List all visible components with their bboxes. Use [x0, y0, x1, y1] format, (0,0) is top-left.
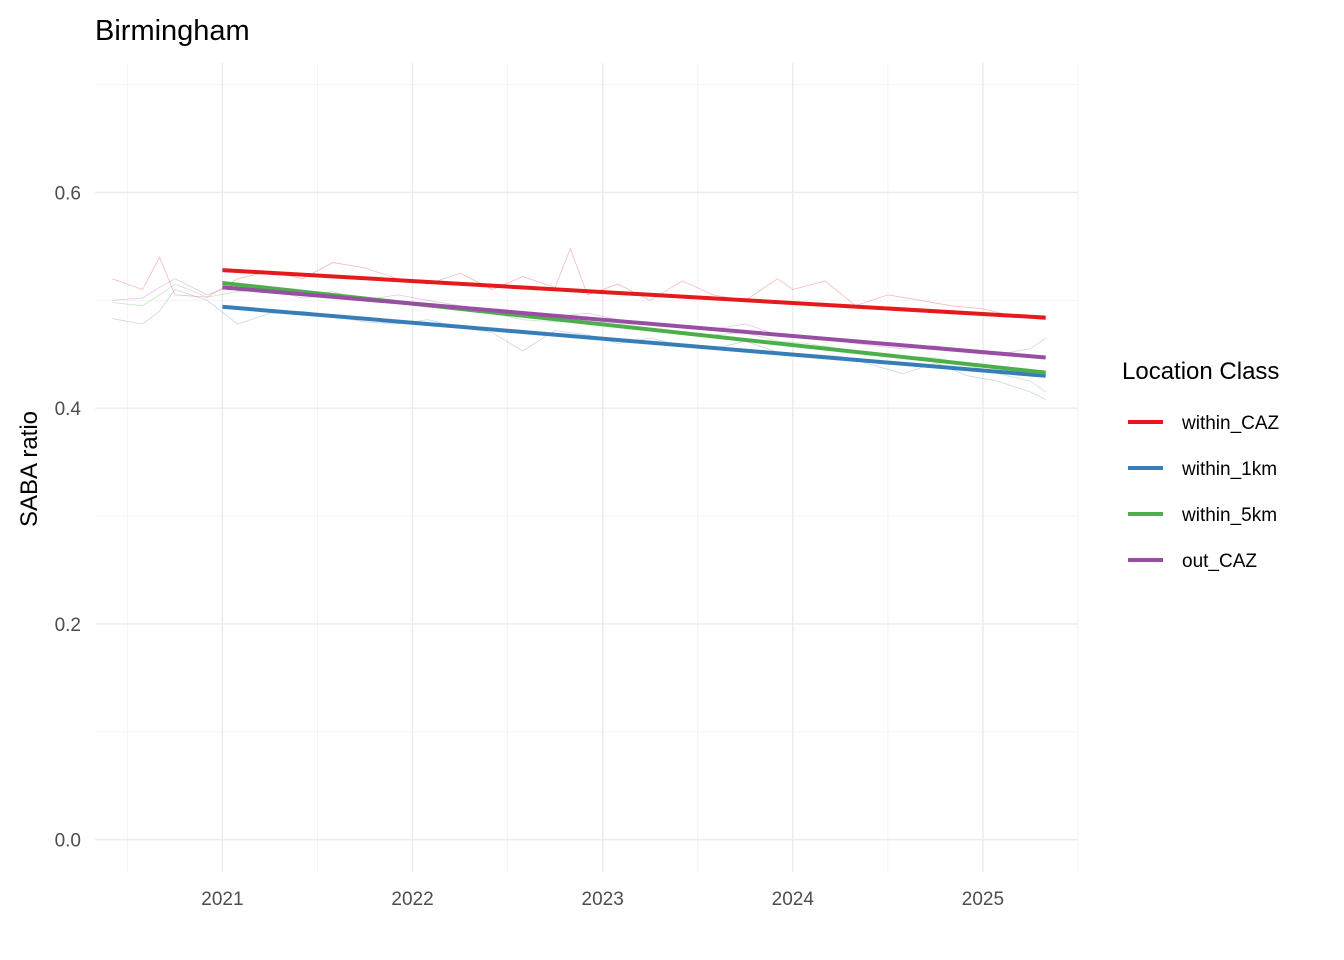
x-tick-label: 2023	[582, 889, 624, 910]
legend: Location Class within_CAZwithin_1kmwithi…	[1122, 358, 1280, 572]
trend-lines	[222, 268, 1046, 378]
x-tick-label: 2022	[391, 889, 433, 910]
legend-title: Location Class	[1122, 358, 1279, 385]
y-tick-label: 0.2	[55, 615, 81, 636]
raw-line-within_1km	[112, 289, 1046, 400]
y-axis-ticks: 0.0 0.2 0.4 0.6	[55, 183, 82, 851]
trend-line-within_1km	[222, 304, 1046, 378]
x-tick-label: 2025	[962, 889, 1004, 910]
legend-label-out_CAZ: out_CAZ	[1182, 551, 1257, 572]
legend-label-within_CAZ: within_CAZ	[1181, 413, 1280, 434]
raw-line-within_CAZ	[111, 247, 1046, 321]
legend-label-within_5km: within_5km	[1181, 505, 1277, 526]
y-tick-label: 0.0	[55, 831, 81, 852]
trend-line-out_CAZ	[222, 285, 1046, 360]
legend-label-within_1km: within_1km	[1181, 459, 1277, 480]
y-axis-title: SABA ratio	[16, 411, 43, 527]
y-tick-label: 0.4	[55, 399, 82, 420]
legend-items: within_CAZ within_1km within_5km out_CAZ	[1128, 413, 1280, 572]
chart-title: Birmingham	[95, 15, 250, 47]
x-axis-ticks: 2021 2022 2023 2024 2025	[201, 889, 1004, 910]
x-tick-label: 2021	[201, 889, 243, 910]
x-tick-label: 2024	[772, 889, 815, 910]
grid	[95, 63, 1079, 872]
y-tick-label: 0.6	[55, 183, 81, 204]
trend-line-within_CAZ	[222, 268, 1046, 320]
